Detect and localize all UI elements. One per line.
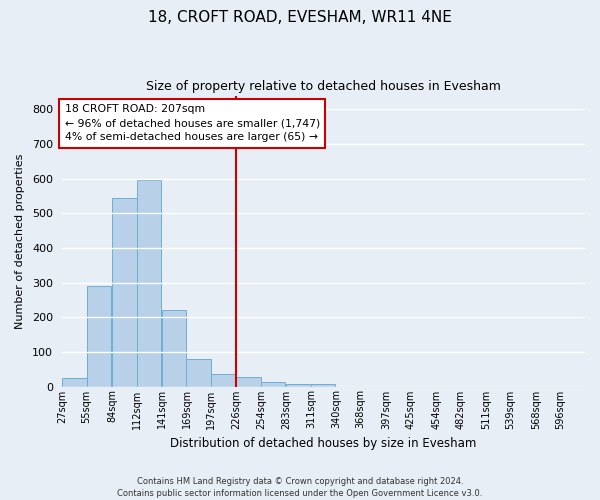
Bar: [62, 378, 86, 386]
Bar: [86, 286, 111, 386]
Bar: [162, 310, 187, 386]
Text: Contains HM Land Registry data © Crown copyright and database right 2024.
Contai: Contains HM Land Registry data © Crown c…: [118, 476, 482, 498]
Bar: [286, 384, 311, 386]
Y-axis label: Number of detached properties: Number of detached properties: [15, 154, 25, 328]
Bar: [261, 382, 286, 386]
Bar: [137, 180, 161, 386]
Bar: [187, 359, 211, 386]
Bar: [211, 374, 236, 386]
Bar: [112, 198, 137, 386]
Text: 18, CROFT ROAD, EVESHAM, WR11 4NE: 18, CROFT ROAD, EVESHAM, WR11 4NE: [148, 10, 452, 25]
Title: Size of property relative to detached houses in Evesham: Size of property relative to detached ho…: [146, 80, 501, 93]
X-axis label: Distribution of detached houses by size in Evesham: Distribution of detached houses by size …: [170, 437, 477, 450]
Bar: [236, 377, 261, 386]
Bar: [311, 384, 335, 386]
Text: 18 CROFT ROAD: 207sqm
← 96% of detached houses are smaller (1,747)
4% of semi-de: 18 CROFT ROAD: 207sqm ← 96% of detached …: [65, 104, 320, 142]
